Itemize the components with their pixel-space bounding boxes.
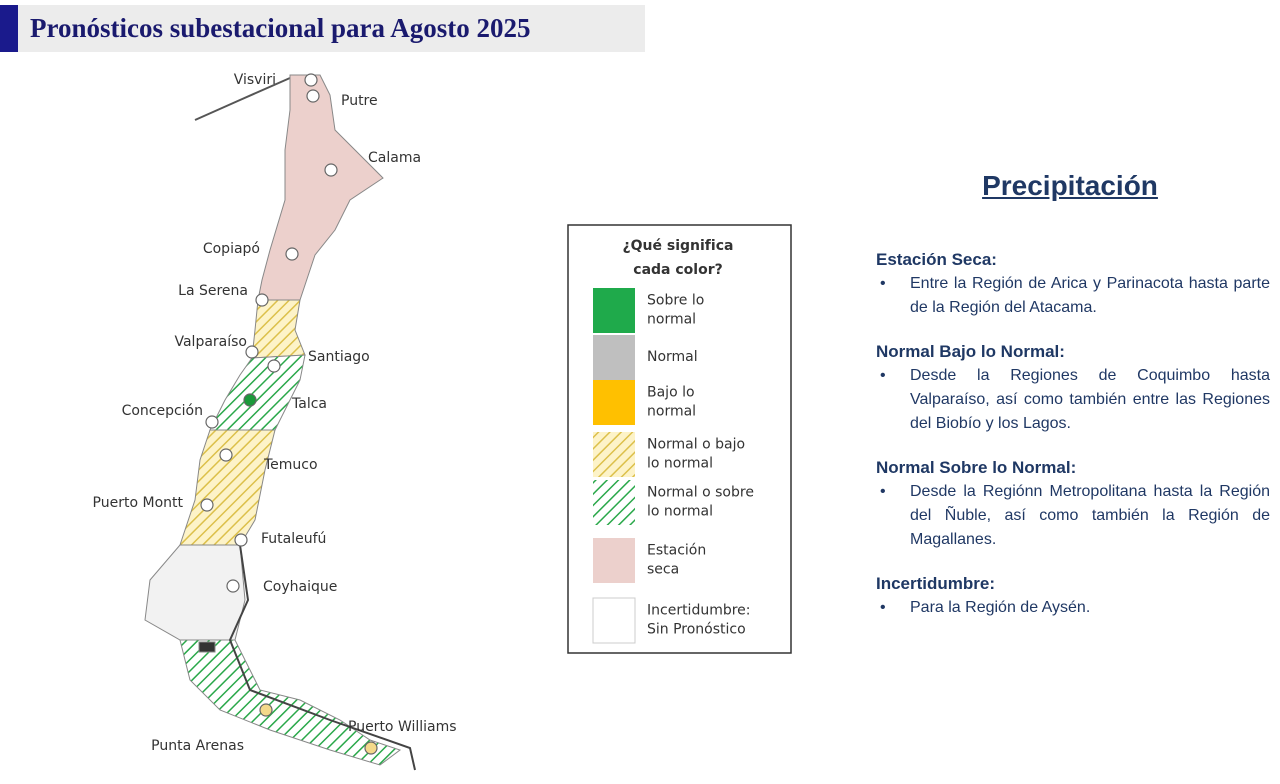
legend-swatch bbox=[592, 597, 636, 644]
map-and-legend: Visviri Putre Calama Copiapó La Serena Valpar… bbox=[93, 72, 792, 771]
places: Visviri Putre Calama Copiapó La Serena Valpar… bbox=[93, 72, 457, 755]
legend-swatch bbox=[593, 288, 635, 333]
legend-swatch bbox=[593, 335, 635, 380]
legend-label: lo normal bbox=[647, 456, 713, 472]
place-marker bbox=[267, 359, 281, 373]
legend-label: lo normal bbox=[647, 504, 713, 520]
section-heading: Normal Bajo lo Normal: bbox=[876, 342, 1065, 361]
place-label: Temuco bbox=[263, 457, 318, 473]
place-label: Copiapó bbox=[203, 241, 260, 257]
place-marker bbox=[324, 163, 338, 177]
place-label: Talca bbox=[291, 396, 327, 412]
chile-map bbox=[144, 74, 416, 771]
place-marker bbox=[205, 415, 219, 429]
place-marker bbox=[226, 579, 240, 593]
place-label: Puerto Williams bbox=[348, 719, 457, 735]
legend-label: normal bbox=[647, 404, 696, 420]
title-strip bbox=[0, 5, 18, 52]
place-marker bbox=[234, 533, 248, 547]
place-marker bbox=[243, 393, 257, 407]
section-heading: Incertidumbre: bbox=[876, 574, 996, 593]
place-label: Puerto Montt bbox=[93, 495, 184, 511]
section-heading: Estación Seca: bbox=[876, 250, 997, 269]
legend-label: normal bbox=[647, 312, 696, 328]
legend-label: Estación bbox=[647, 543, 706, 559]
legend-label: Sobre lo bbox=[647, 293, 704, 309]
place-label: Calama bbox=[368, 150, 421, 166]
legend-swatch bbox=[593, 480, 635, 525]
place-marker bbox=[200, 498, 214, 512]
title-bar: Pronósticos subestacional para Agosto 20… bbox=[0, 5, 645, 52]
section: Normal Bajo lo Normal: Desde la Regiones … bbox=[870, 342, 1270, 436]
bullet: Para la Región de Aysén. bbox=[870, 596, 1270, 620]
legend: ¿Qué significa cada color? Sobre lo normal… bbox=[567, 224, 792, 654]
section: Incertidumbre: Para la Región de Aysén. bbox=[870, 574, 1270, 620]
place-marker bbox=[306, 89, 320, 103]
legend-title: ¿Qué significa bbox=[623, 238, 734, 254]
place-label: Visviri bbox=[234, 72, 276, 88]
legend-label: seca bbox=[647, 562, 679, 578]
section: Normal Sobre lo Normal: Desde la Regiónn … bbox=[870, 458, 1270, 552]
place-marker bbox=[245, 345, 259, 359]
place-label: Valparaíso bbox=[174, 334, 247, 350]
bullet: Desde la Regiónn Metropolitana hasta la … bbox=[870, 480, 1270, 552]
legend-label: Incertidumbre: bbox=[647, 603, 751, 619]
panel-heading: Precipitación bbox=[982, 170, 1158, 201]
legend-label: Bajo lo bbox=[647, 385, 695, 401]
legend-swatch bbox=[593, 380, 635, 425]
place-label: Concepción bbox=[122, 403, 203, 419]
place-marker bbox=[219, 448, 233, 462]
place-label: Coyhaique bbox=[263, 579, 337, 595]
section-heading: Normal Sobre lo Normal: bbox=[876, 458, 1077, 477]
sections: Estación Seca: Entre la Región de Arica y… bbox=[870, 250, 1270, 620]
place-label: La Serena bbox=[178, 283, 248, 299]
place-marker bbox=[255, 293, 269, 307]
place-label: Santiago bbox=[308, 349, 370, 365]
place-marker bbox=[364, 741, 378, 755]
bullet: Desde la Regiones de Coquimbo hasta Valp… bbox=[870, 364, 1270, 436]
legend-title: cada color? bbox=[633, 262, 722, 278]
legend-label: Normal o bajo bbox=[647, 437, 745, 453]
legend-swatch bbox=[593, 432, 635, 477]
place-label: Punta Arenas bbox=[151, 738, 244, 754]
legend-label: Normal o sobre bbox=[647, 485, 754, 501]
slide-title: Pronósticos subestacional para Agosto 20… bbox=[30, 13, 531, 43]
place-label: Futaleufú bbox=[261, 531, 326, 547]
place-marker bbox=[259, 703, 273, 717]
legend-label: Sin Pronóstico bbox=[647, 622, 746, 638]
legend-label: Normal bbox=[647, 349, 698, 365]
bullet: Entre la Región de Arica y Parinacota ha… bbox=[870, 272, 1270, 320]
place-marker bbox=[285, 247, 299, 261]
place-marker bbox=[304, 73, 318, 87]
section: Estación Seca: Entre la Región de Arica y… bbox=[870, 250, 1270, 320]
place-label: Putre bbox=[341, 93, 378, 109]
legend-swatch bbox=[593, 538, 635, 583]
text-panel: Precipitación Estación Seca: Entre la Reg… bbox=[870, 170, 1270, 642]
